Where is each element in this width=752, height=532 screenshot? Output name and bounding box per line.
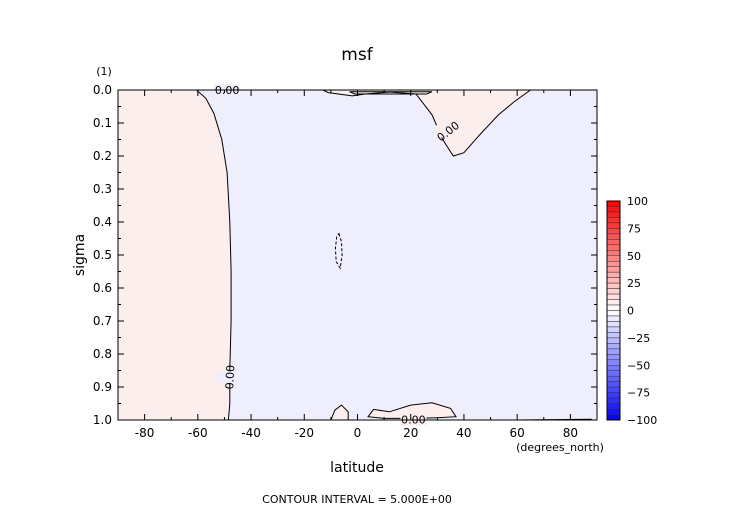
colorbar-tick-label: 0 [627, 305, 634, 318]
colorbar-segment [606, 200, 621, 207]
colorbar-segment [606, 403, 621, 410]
colorbar-tick-label: 75 [627, 222, 641, 235]
y-unit-label: (1) [96, 65, 112, 78]
y-tick-label: 1.0 [93, 413, 112, 427]
colorbar-segment [606, 354, 621, 361]
y-axis: 0.0 0.1 0.2 0.3 0.4 0.5 0.6 0.7 0.8 0.9 1.0 [93, 83, 597, 427]
colorbar-segment [606, 299, 621, 306]
x-axis-label: latitude [330, 460, 384, 476]
colorbar-tick-label: 25 [627, 277, 641, 290]
x-tick-label: 60 [510, 426, 525, 440]
x-tick-label: 80 [563, 426, 578, 440]
contour-zero-top [349, 91, 433, 95]
colorbar-segment [606, 304, 621, 311]
contour-label-bg [434, 125, 461, 138]
region-positive-bottom-2 [368, 402, 456, 419]
contour-zero-bottom-1 [330, 404, 349, 421]
x-tick-label: -40 [241, 426, 261, 440]
y-tick-label: 0.7 [93, 314, 112, 328]
colorbar-segment [606, 365, 621, 371]
y-tick-label: 0.1 [93, 116, 112, 130]
x-axis: -80 -60 -40 -20 0 20 40 60 80 [117, 90, 598, 440]
y-tick-label: 0.8 [93, 347, 112, 361]
contour-label-bg [216, 371, 243, 384]
colorbar-segment [606, 250, 621, 256]
colorbar-segment [606, 359, 621, 366]
colorbar-segment [606, 255, 621, 262]
region-positive-north [322, 90, 531, 156]
colorbar-segment [606, 326, 621, 333]
colorbar-segment [606, 266, 621, 273]
colorbar-segment [606, 228, 621, 235]
y-axis-label: sigma [72, 234, 88, 276]
colorbar-segment [606, 321, 621, 328]
colorbar-segment [606, 206, 621, 213]
colorbar-tick-label: −25 [627, 332, 650, 345]
region-positive-bottom-1 [330, 405, 349, 420]
x-tick-label: -80 [135, 426, 155, 440]
contour-fills [118, 90, 597, 420]
colorbar-segment [606, 244, 621, 251]
colorbar: 100 75 50 25 0 −25 −50 −75 −100 [606, 195, 657, 427]
colorbar-segment [606, 332, 621, 339]
colorbar-segment [606, 370, 621, 377]
colorbar-segment [606, 233, 621, 240]
colorbar-segment [606, 293, 621, 300]
contour-negative-oval [334, 232, 343, 270]
y-tick-label: 0.0 [93, 83, 112, 97]
y-tick-label: 0.9 [93, 380, 112, 394]
colorbar-segment [606, 414, 621, 421]
colorbar-segment [606, 381, 621, 388]
x-tick-label: 20 [403, 426, 418, 440]
x-tick-label: 0 [354, 426, 362, 440]
colorbar-segment [606, 315, 621, 322]
y-tick-label: 0.4 [93, 215, 112, 229]
colorbar-segment [606, 288, 621, 295]
y-tick-label: 0.2 [93, 149, 112, 163]
colorbar-segment [606, 337, 621, 344]
colorbar-tick-label: −100 [627, 414, 657, 427]
colorbar-tick-label: 50 [627, 250, 641, 263]
colorbar-segment [606, 211, 621, 218]
y-tick-label: 0.6 [93, 281, 112, 295]
colorbar-frame [606, 200, 621, 421]
y-tick-label: 0.3 [93, 182, 112, 196]
colorbar-segment [606, 222, 621, 229]
y-tick-label: 0.5 [93, 248, 112, 262]
colorbar-tick-label: 100 [627, 195, 648, 208]
contour-label: 0.00 [223, 365, 237, 390]
colorbar-segment [606, 408, 621, 415]
colorbar-segment [606, 310, 621, 317]
contour-label-bg [400, 413, 427, 426]
colorbar-segment [606, 277, 621, 284]
colorbar-segment [606, 239, 621, 246]
colorbar-segment [606, 348, 621, 355]
region-positive-south [118, 90, 232, 420]
colorbar-segment [606, 343, 621, 350]
chart-title: msf [341, 45, 373, 65]
colorbar-segment [606, 392, 621, 399]
x-unit-label: (degrees_north) [516, 441, 604, 454]
contour-interval-note: CONTOUR INTERVAL = 5.000E+00 [262, 493, 452, 506]
colorbar-tick-label: −50 [627, 359, 650, 372]
colorbar-segment [606, 375, 621, 382]
colorbar-segment [606, 282, 621, 289]
colorbar-segment [606, 271, 621, 278]
x-tick-label: -20 [294, 426, 314, 440]
x-tick-label: 40 [456, 426, 471, 440]
colorbar-segment [606, 397, 621, 404]
colorbar-segment [606, 217, 621, 224]
colorbar-segment [606, 260, 621, 267]
colorbar-segment [606, 386, 621, 393]
x-tick-label: -60 [188, 426, 208, 440]
colorbar-tick-label: −75 [627, 387, 650, 400]
